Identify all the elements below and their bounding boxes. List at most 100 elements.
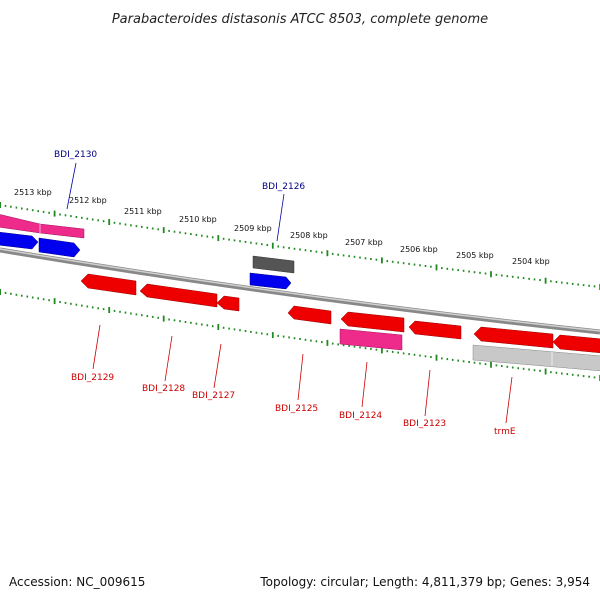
gene-label-bdi-2130[interactable]: BDI_2130 <box>54 150 97 160</box>
minor-tick <box>408 262 410 265</box>
gene-bdi-2123[interactable] <box>408 320 462 340</box>
minor-tick <box>31 209 34 212</box>
minor-tick <box>222 326 225 329</box>
minor-tick <box>37 210 39 213</box>
minor-tick <box>151 227 154 230</box>
minor-tick <box>201 234 203 237</box>
minor-tick <box>282 246 285 249</box>
minor-tick <box>184 321 187 323</box>
minor-tick <box>577 283 579 286</box>
minor-tick <box>15 206 18 209</box>
gene-reverse-red[interactable] <box>552 334 600 354</box>
minor-tick <box>299 338 301 340</box>
gene-trme-red[interactable] <box>473 326 554 349</box>
leader-line <box>92 324 101 370</box>
minor-tick <box>473 361 476 364</box>
major-tick <box>162 227 165 234</box>
minor-tick <box>10 292 12 295</box>
minor-tick <box>441 357 443 360</box>
gene-label-bdi-2129[interactable]: BDI_2129 <box>71 373 114 383</box>
map-title: Parabacteroides distasonis ATCC 8503, co… <box>112 12 488 27</box>
major-tick <box>53 210 56 217</box>
kbp-labels: 2513 kbp 2512 kbp 2511 kbp 2510 kbp 2509… <box>14 188 550 266</box>
minor-tick <box>228 327 230 330</box>
gene-bdi-2127[interactable] <box>216 295 240 312</box>
major-tick <box>162 315 165 322</box>
minor-tick <box>146 226 149 229</box>
minor-tick <box>102 308 105 311</box>
gene-label-bdi-2125[interactable]: BDI_2125 <box>275 404 318 414</box>
gene-bdi-2124-pseudo[interactable] <box>339 328 403 351</box>
minor-tick <box>4 204 7 207</box>
minor-tick <box>10 205 12 208</box>
gene-label-bdi-2123[interactable]: BDI_2123 <box>403 419 446 429</box>
minor-tick <box>299 248 301 251</box>
minor-tick <box>331 342 334 345</box>
minor-tick <box>31 296 34 299</box>
genome-backbone <box>0 247 600 335</box>
minor-tick <box>364 347 367 350</box>
gene-label-trme[interactable]: trmE <box>494 427 516 437</box>
major-tick <box>326 339 329 346</box>
gene-label-bdi-2124[interactable]: BDI_2124 <box>339 411 382 421</box>
genome-backbone-highlight <box>0 248 600 332</box>
minor-tick <box>457 359 459 362</box>
gene-label-bdi-2127[interactable]: BDI_2127 <box>192 391 235 401</box>
gene-forward-blue[interactable] <box>38 237 81 258</box>
minor-tick <box>48 299 50 302</box>
minor-tick <box>413 353 416 356</box>
minor-tick <box>59 213 61 216</box>
gene-bdi-2129[interactable] <box>80 273 137 296</box>
gene-bdi-2125[interactable] <box>287 305 332 325</box>
gene-label-bdi-2128[interactable]: BDI_2128 <box>142 384 185 394</box>
minor-tick <box>430 265 432 268</box>
kbp-label: 2509 kbp <box>234 224 272 233</box>
minor-tick <box>397 261 399 264</box>
minor-tick <box>184 232 187 235</box>
minor-tick <box>233 328 236 331</box>
minor-tick <box>15 293 18 296</box>
gene-trme[interactable] <box>472 344 600 372</box>
minor-tick <box>75 303 78 306</box>
leader-line <box>213 343 222 389</box>
minor-tick <box>533 278 536 281</box>
minor-tick <box>484 363 487 366</box>
minor-tick <box>561 281 563 284</box>
minor-tick <box>288 336 290 339</box>
minor-tick <box>255 331 258 334</box>
minor-tick <box>408 353 410 356</box>
minor-tick <box>239 240 241 243</box>
major-tick <box>217 235 220 242</box>
minor-tick <box>539 369 541 372</box>
minor-tick <box>222 237 225 240</box>
gene-bdi-2124[interactable] <box>340 311 405 333</box>
major-tick <box>108 307 111 313</box>
minor-tick <box>135 225 138 228</box>
minor-tick <box>391 260 394 263</box>
major-tick <box>490 361 492 368</box>
minor-tick <box>141 225 143 228</box>
kbp-label: 2504 kbp <box>512 257 550 266</box>
gene-bdi-2128[interactable] <box>139 283 218 308</box>
minor-tick <box>566 282 569 285</box>
gene-label-bdi-2126[interactable]: BDI_2126 <box>262 182 305 192</box>
minor-tick <box>501 274 503 277</box>
minor-tick <box>86 305 89 308</box>
minor-tick <box>81 216 83 219</box>
minor-tick <box>97 219 99 222</box>
gene-forward-blue[interactable] <box>0 231 39 250</box>
minor-tick <box>315 340 318 343</box>
minor-tick <box>555 281 558 283</box>
minor-tick <box>495 273 498 276</box>
minor-tick <box>424 355 427 358</box>
minor-tick <box>364 257 367 260</box>
minor-tick <box>42 298 45 301</box>
minor-tick <box>588 284 590 287</box>
minor-tick <box>102 220 105 223</box>
gene-bdi-2126[interactable] <box>252 255 295 274</box>
kbp-label: 2512 kbp <box>69 196 107 205</box>
gene-forward-blue[interactable] <box>249 272 292 290</box>
minor-tick <box>21 294 23 297</box>
major-tick <box>435 264 438 271</box>
minor-tick <box>179 320 181 323</box>
